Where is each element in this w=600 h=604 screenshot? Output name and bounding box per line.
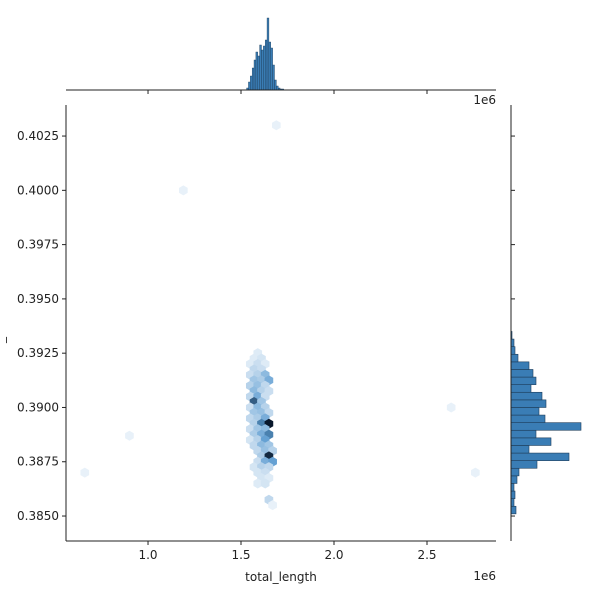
y-tick-label: 0.3975 bbox=[17, 238, 59, 252]
histogram-bar bbox=[272, 64, 275, 91]
histogram-bar bbox=[510, 376, 537, 385]
histogram-bar bbox=[510, 467, 520, 477]
histogram-bar bbox=[255, 51, 258, 91]
hex-cell bbox=[446, 402, 456, 413]
histogram-bar bbox=[510, 445, 530, 454]
histogram-bar bbox=[510, 391, 543, 401]
y-offset-text: 1e6 bbox=[473, 93, 496, 107]
histogram-bar bbox=[250, 75, 253, 91]
x-tick-label: 1.5 bbox=[231, 548, 250, 562]
histogram-bar bbox=[510, 353, 519, 363]
histogram-bar bbox=[266, 17, 270, 91]
x-axis-label: total_length bbox=[245, 570, 317, 584]
x-offset-text: 1e6 bbox=[473, 569, 496, 583]
histogram-bar bbox=[264, 39, 268, 91]
hex-cell bbox=[268, 500, 277, 511]
histogram-bar bbox=[510, 407, 540, 416]
histogram-bar bbox=[263, 45, 266, 91]
y-tick-label: 0.3875 bbox=[17, 455, 59, 469]
histogram-bar bbox=[257, 55, 260, 91]
histogram-bar bbox=[510, 346, 516, 355]
histogram-bar bbox=[248, 81, 251, 91]
histogram-bar bbox=[510, 475, 518, 484]
y-tick-label: 0.4025 bbox=[17, 129, 59, 143]
hex-cell bbox=[253, 478, 263, 489]
hex-cell bbox=[260, 478, 270, 489]
histogram-bar bbox=[270, 47, 273, 91]
histogram-bar bbox=[261, 49, 264, 91]
histogram-bar bbox=[274, 79, 277, 91]
y-tick-label: 0.3850 bbox=[17, 509, 59, 523]
y-tick-label: 0.3900 bbox=[17, 400, 59, 414]
histogram-bar bbox=[510, 452, 570, 461]
histogram-bar bbox=[510, 399, 547, 408]
hex-cell bbox=[471, 467, 480, 478]
histogram-bar bbox=[268, 41, 271, 91]
histogram-bar bbox=[510, 422, 582, 431]
histogram-bar bbox=[510, 505, 517, 515]
histogram-bar bbox=[510, 414, 546, 423]
histogram-bar bbox=[276, 85, 279, 91]
histogram-bar bbox=[510, 437, 552, 446]
y-tick-label: 0.4000 bbox=[17, 183, 59, 197]
histogram-bar bbox=[510, 384, 532, 393]
y-tick-label: 0.3925 bbox=[17, 346, 59, 360]
hex-cell bbox=[272, 120, 281, 131]
hex-cell bbox=[80, 467, 90, 478]
histogram-bar bbox=[251, 67, 255, 91]
y-tick-label: 0.3950 bbox=[17, 292, 59, 306]
histogram-bar bbox=[259, 44, 262, 91]
hex-cell bbox=[179, 185, 188, 196]
x-tick-label: 2.0 bbox=[324, 548, 343, 562]
hex-cell bbox=[125, 430, 134, 441]
histogram-bar bbox=[510, 490, 516, 499]
histogram-bar bbox=[510, 361, 530, 370]
x-tick-label: 1.0 bbox=[138, 548, 157, 562]
histogram-bar bbox=[510, 460, 538, 469]
y-axis-label: _ bbox=[0, 336, 7, 344]
x-tick-label: 2.5 bbox=[417, 548, 436, 562]
histogram-bar bbox=[253, 59, 257, 91]
histogram-bar bbox=[510, 429, 537, 439]
histogram-bar bbox=[510, 369, 534, 378]
